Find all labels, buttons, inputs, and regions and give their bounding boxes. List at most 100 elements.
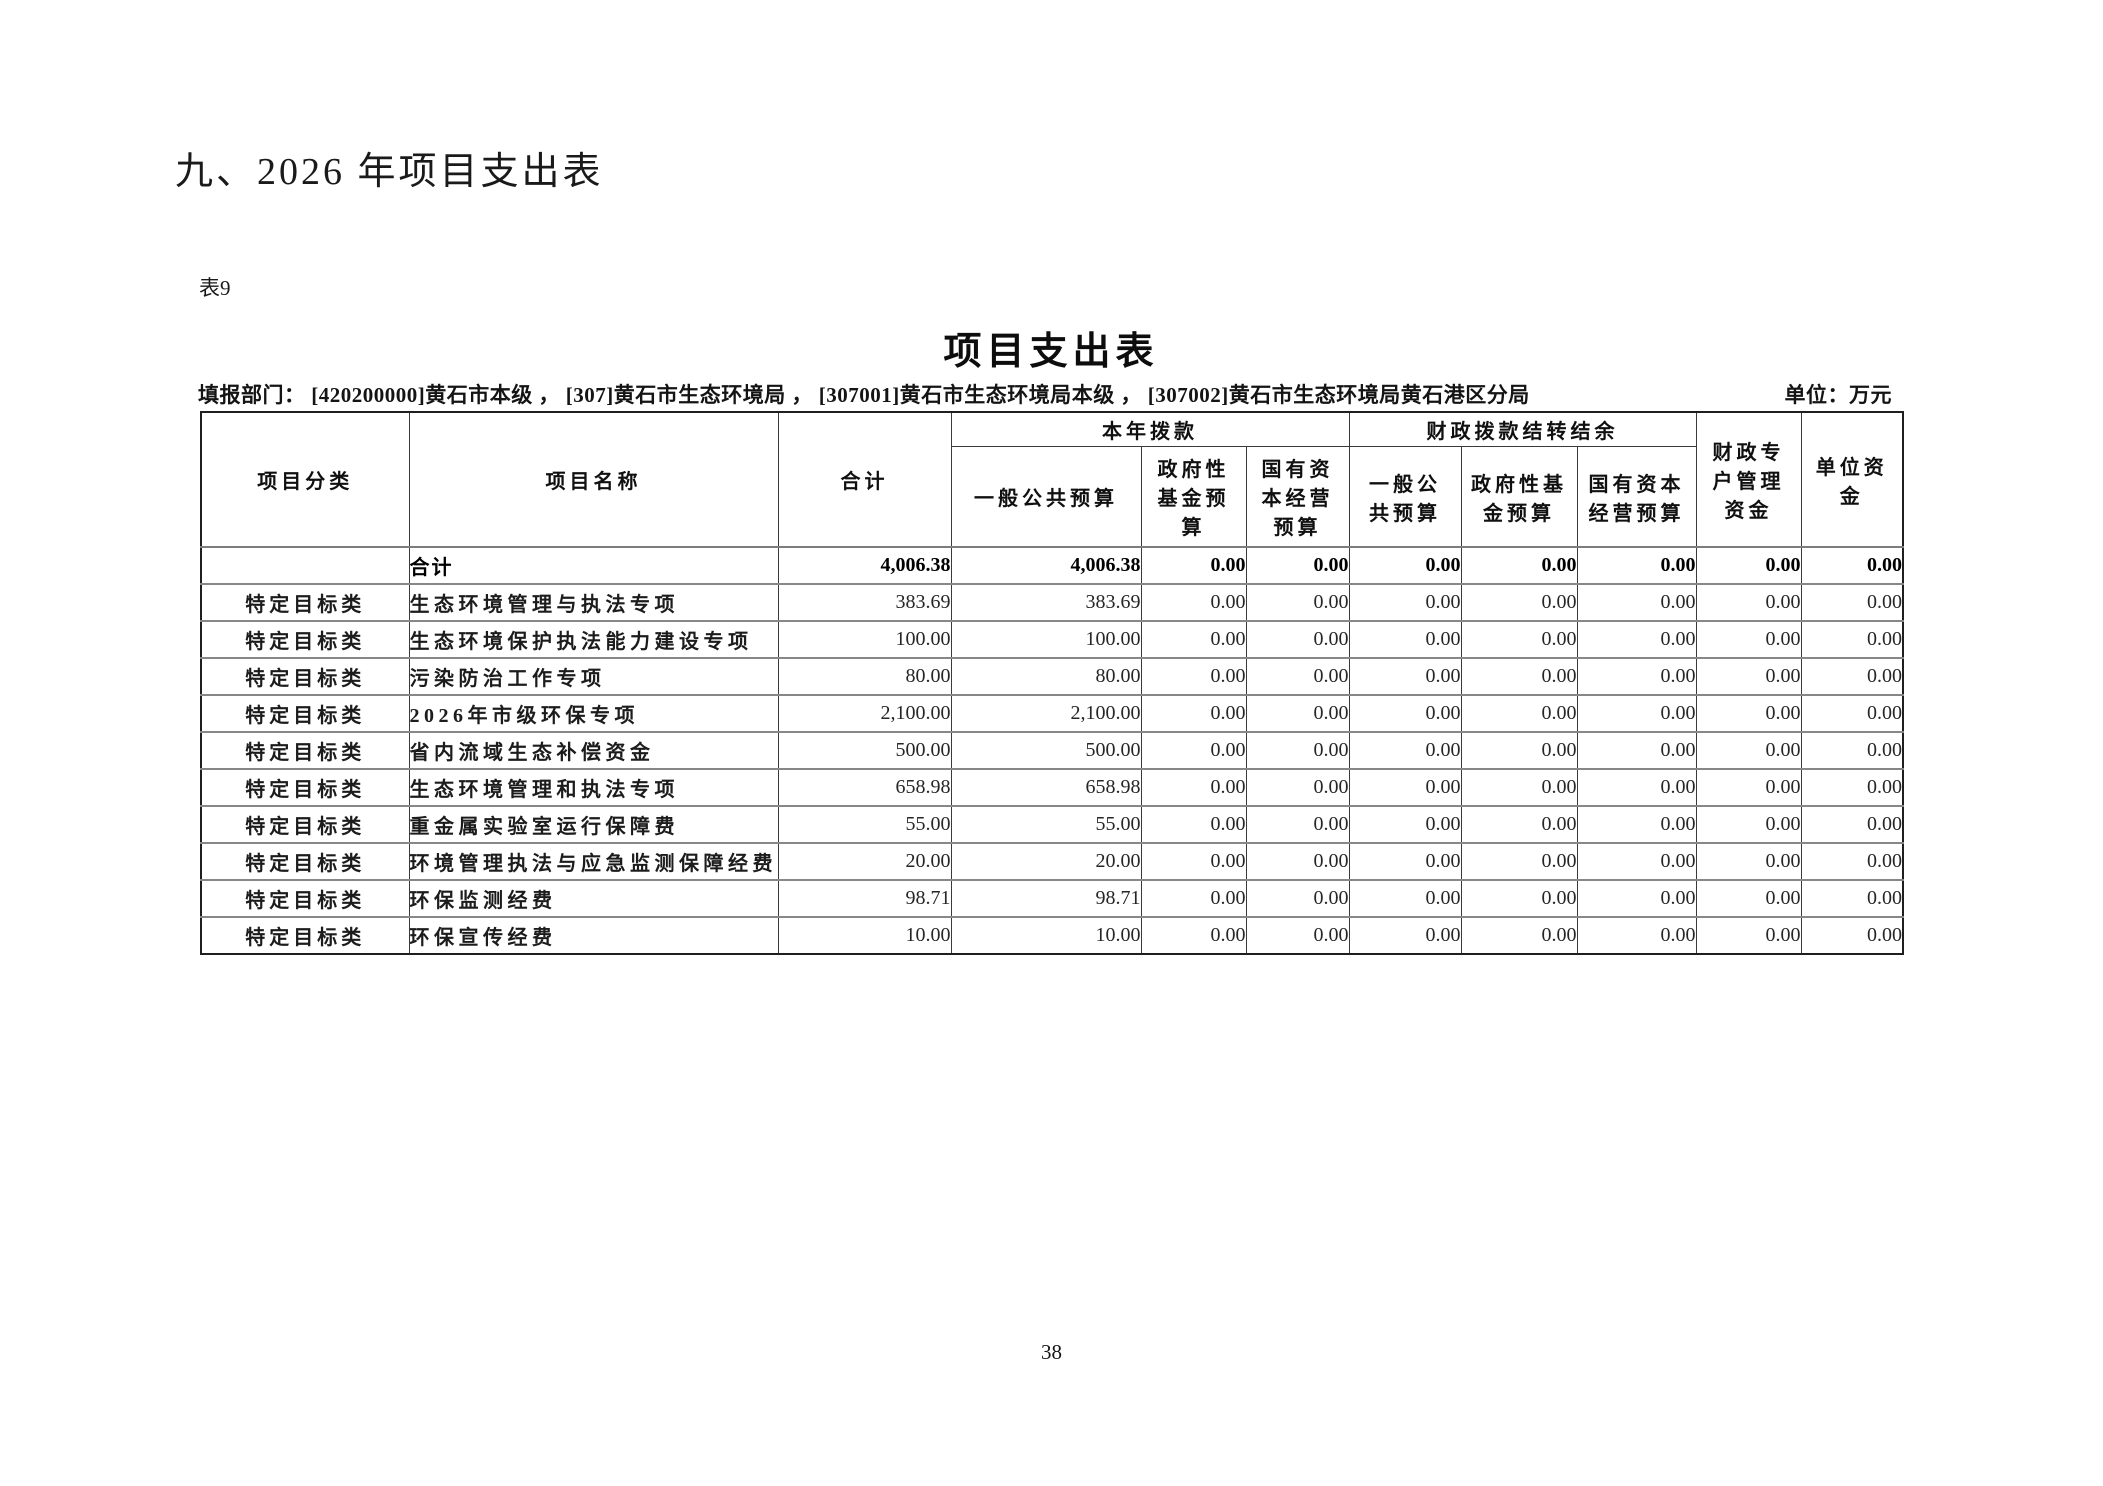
- cell-amount: 0.00: [1695, 805, 1802, 844]
- header-co-gov-fund: 政府性基金预算: [1460, 446, 1578, 548]
- cell-project-name: 生态环境管理和执法专项: [408, 768, 779, 807]
- cell-amount: 0.00: [1348, 916, 1462, 955]
- cell-project-category: 特定目标类: [200, 879, 410, 918]
- cell-amount: 0.00: [1460, 546, 1578, 585]
- header-cy-general-budget: 一般公共预算: [950, 446, 1142, 548]
- cell-amount: 0.00: [1800, 694, 1904, 733]
- cell-amount: 0.00: [1140, 842, 1247, 881]
- cell-amount: 500.00: [950, 731, 1142, 770]
- table-row-total: 合计 4,006.38 4,006.38 0.00 0.00 0.00 0.00 0.00 0.…: [200, 546, 1904, 585]
- cell-amount: 100.00: [950, 620, 1142, 659]
- cell-amount: 0.00: [1800, 916, 1904, 955]
- cell-amount: 0.00: [1800, 768, 1904, 807]
- cell-amount: 0.00: [1348, 842, 1462, 881]
- cell-amount: 0.00: [1695, 879, 1802, 918]
- header-co-state-capital: 国有资本经营预算: [1576, 446, 1697, 548]
- cell-project-name: 环保宣传经费: [408, 916, 779, 955]
- cell-amount: 0.00: [1348, 768, 1462, 807]
- cell-amount: 0.00: [1348, 731, 1462, 770]
- cell-amount: 0.00: [1576, 842, 1697, 881]
- cell-amount: 0.00: [1800, 620, 1904, 659]
- cell-project-category: 特定目标类: [200, 620, 410, 659]
- cell-amount: 0.00: [1576, 768, 1697, 807]
- cell-amount: 55.00: [777, 805, 952, 844]
- cell-amount: 383.69: [777, 583, 952, 622]
- cell-amount: 0.00: [1140, 657, 1247, 696]
- cell-amount: 2,100.00: [777, 694, 952, 733]
- cell-amount: 0.00: [1245, 620, 1350, 659]
- table-row: 特定目标类 环境管理执法与应急监测保障经费 20.00 20.00 0.00 0.00 0.…: [200, 842, 1904, 881]
- header-group-current-year: 本年拨款: [950, 411, 1350, 447]
- cell-amount: 658.98: [777, 768, 952, 807]
- cell-amount: 0.00: [1460, 842, 1578, 881]
- cell-amount: 0.00: [1576, 620, 1697, 659]
- cell-amount: 0.00: [1460, 879, 1578, 918]
- cell-amount: 0.00: [1800, 657, 1904, 696]
- table-row: 特定目标类 生态环境管理与执法专项 383.69 383.69 0.00 0.00 0.00…: [200, 583, 1904, 622]
- header-group-carryover: 财政拨款结转结余: [1348, 411, 1697, 447]
- cell-amount: 0.00: [1245, 879, 1350, 918]
- cell-amount: 10.00: [950, 916, 1142, 955]
- cell-amount: 0.00: [1348, 620, 1462, 659]
- cell-amount: 0.00: [1348, 805, 1462, 844]
- cell-amount: 0.00: [1245, 694, 1350, 733]
- cell-amount: 20.00: [950, 842, 1142, 881]
- cell-project-name: 2026年市级环保专项: [408, 694, 779, 733]
- cell-project-category: 特定目标类: [200, 768, 410, 807]
- cell-amount: 0.00: [1576, 805, 1697, 844]
- cell-amount: 4,006.38: [777, 546, 952, 585]
- reporting-department-text: 填报部门： [420200000]黄石市本级 ， [307]黄石市生态环境局 ，…: [198, 383, 1530, 407]
- cell-project-name: 省内流域生态补偿资金: [408, 731, 779, 770]
- cell-amount: 0.00: [1140, 731, 1247, 770]
- table-number-label: 表9: [199, 276, 231, 300]
- cell-amount: 0.00: [1460, 657, 1578, 696]
- table-row: 特定目标类 生态环境管理和执法专项 658.98 658.98 0.00 0.00 0.00…: [200, 768, 1904, 807]
- cell-amount: 98.71: [777, 879, 952, 918]
- cell-amount: 80.00: [777, 657, 952, 696]
- cell-amount: 0.00: [1140, 916, 1247, 955]
- cell-amount: 0.00: [1140, 583, 1247, 622]
- header-sub-row: 一般公共预算 政府性基金预算 国有资本经营预算 一般公共预算 政府性基金预算 国…: [201, 446, 1903, 548]
- cell-amount: 0.00: [1695, 768, 1802, 807]
- cell-amount: 55.00: [950, 805, 1142, 844]
- table-header: 项目分类 项目名称 合计 本年拨款 财政拨款结转结余 财政专户管理资金 单位资金…: [200, 411, 1904, 548]
- cell-project-category: 特定目标类: [200, 657, 410, 696]
- cell-amount: 0.00: [1695, 546, 1802, 585]
- project-expenditure-table: 项目分类 项目名称 合计 本年拨款 财政拨款结转结余 财政专户管理资金 单位资金…: [200, 411, 1905, 955]
- cell-amount: 658.98: [950, 768, 1142, 807]
- cell-amount: 0.00: [1695, 583, 1802, 622]
- cell-amount: 0.00: [1576, 731, 1697, 770]
- cell-project-name: 环境管理执法与应急监测保障经费: [408, 842, 779, 881]
- cell-amount: 80.00: [950, 657, 1142, 696]
- cell-amount: 0.00: [1245, 842, 1350, 881]
- cell-amount: 0.00: [1695, 916, 1802, 955]
- cell-amount: 0.00: [1245, 583, 1350, 622]
- table-row: 特定目标类 省内流域生态补偿资金 500.00 500.00 0.00 0.00 0.00 0…: [200, 731, 1904, 770]
- table-row: 特定目标类 重金属实验室运行保障费 55.00 55.00 0.00 0.00 0.00 0.…: [200, 805, 1904, 844]
- cell-project-name: 生态环境管理与执法专项: [408, 583, 779, 622]
- cell-amount: 100.00: [777, 620, 952, 659]
- cell-amount: 0.00: [1245, 731, 1350, 770]
- header-fiscal-account-funds: 财政专户管理资金: [1695, 411, 1802, 548]
- cell-amount: 0.00: [1800, 805, 1904, 844]
- cell-project-name: 合计: [408, 546, 779, 585]
- cell-amount: 0.00: [1695, 694, 1802, 733]
- cell-amount: 0.00: [1140, 768, 1247, 807]
- page-number: 38: [1041, 1340, 1062, 1364]
- header-unit-funds: 单位资金: [1800, 411, 1904, 548]
- cell-amount: 0.00: [1460, 805, 1578, 844]
- cell-amount: 0.00: [1245, 768, 1350, 807]
- cell-project-category: 特定目标类: [200, 842, 410, 881]
- cell-amount: 0.00: [1576, 583, 1697, 622]
- header-cy-state-capital: 国有资本经营预算: [1245, 446, 1350, 548]
- cell-project-category: 特定目标类: [200, 731, 410, 770]
- cell-amount: 2,100.00: [950, 694, 1142, 733]
- cell-amount: 0.00: [1460, 916, 1578, 955]
- header-cy-gov-fund: 政府性基金预算: [1140, 446, 1247, 548]
- cell-project-category: 特定目标类: [200, 694, 410, 733]
- cell-amount: 0.00: [1695, 620, 1802, 659]
- cell-amount: 500.00: [777, 731, 952, 770]
- cell-project-name: 环保监测经费: [408, 879, 779, 918]
- cell-amount: 4,006.38: [950, 546, 1142, 585]
